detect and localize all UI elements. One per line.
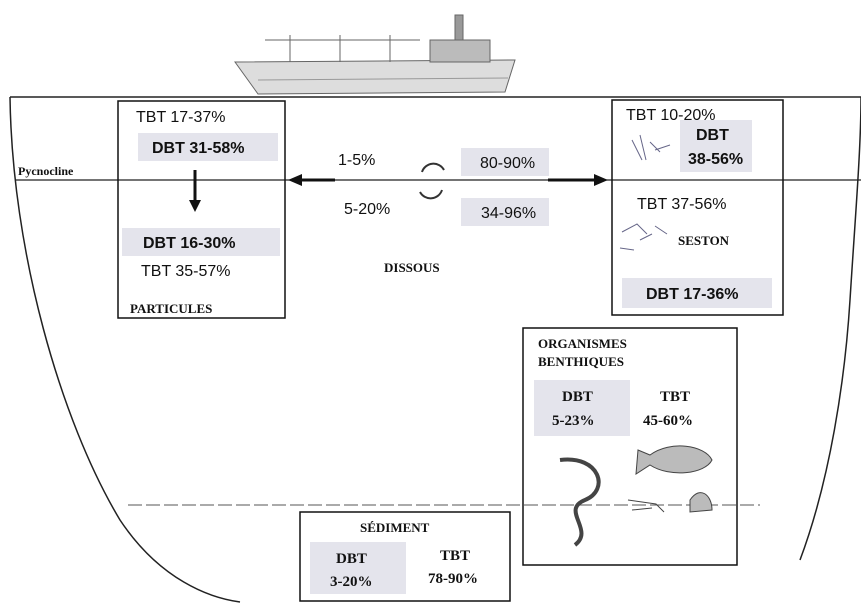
basin: [9, 96, 861, 603]
label: TBT 17-37%: [136, 109, 226, 126]
label: 34-96%: [481, 205, 536, 222]
shade: [122, 228, 280, 256]
shade: [461, 198, 549, 226]
label: DBT 16-30%: [143, 235, 235, 252]
label: 80-90%: [480, 155, 535, 172]
label: 45-60%: [643, 413, 693, 429]
label: DISSOUS: [384, 260, 440, 275]
seston-box: [611, 99, 784, 316]
label: TBT: [440, 548, 470, 564]
plankton-icon: [619, 134, 671, 251]
label: DBT 31-58%: [152, 140, 244, 157]
sediment-box: [299, 511, 511, 602]
shade: [680, 120, 752, 172]
label: DBT: [696, 127, 729, 144]
label: 3-20%: [330, 574, 373, 590]
label: SÉDIMENT: [360, 520, 430, 535]
label: ORGANISMES: [538, 336, 627, 351]
label: TBT 10-20%: [626, 107, 716, 124]
label: PARTICULES: [130, 301, 212, 316]
label: DBT: [562, 389, 593, 405]
benthic-box: [522, 327, 738, 566]
arrow-head: [594, 174, 608, 186]
shade: [310, 542, 406, 594]
label: DBT: [336, 551, 367, 567]
label: 1-5%: [338, 152, 375, 169]
label: 38-56%: [688, 151, 743, 168]
shade: [622, 278, 772, 308]
organisms-icon: [559, 445, 713, 547]
label: DBT 17-36%: [646, 286, 738, 303]
cycle-icon: [419, 162, 445, 200]
shade: [461, 148, 549, 176]
label: 5-20%: [344, 201, 390, 218]
label: TBT 37-56%: [637, 196, 727, 213]
ship: [234, 14, 516, 95]
pycnocline-label: Pycnocline: [18, 164, 74, 178]
label: SESTON: [678, 233, 730, 248]
arrow-head: [288, 174, 302, 186]
label: TBT 35-57%: [141, 263, 231, 280]
shade: [138, 133, 278, 161]
label: 5-23%: [552, 413, 595, 429]
arrow-head: [189, 200, 201, 212]
label: BENTHIQUES: [538, 354, 624, 369]
label: TBT: [660, 389, 690, 405]
label: 78-90%: [428, 571, 478, 587]
particules-box: [117, 100, 286, 319]
shade: [534, 380, 630, 436]
